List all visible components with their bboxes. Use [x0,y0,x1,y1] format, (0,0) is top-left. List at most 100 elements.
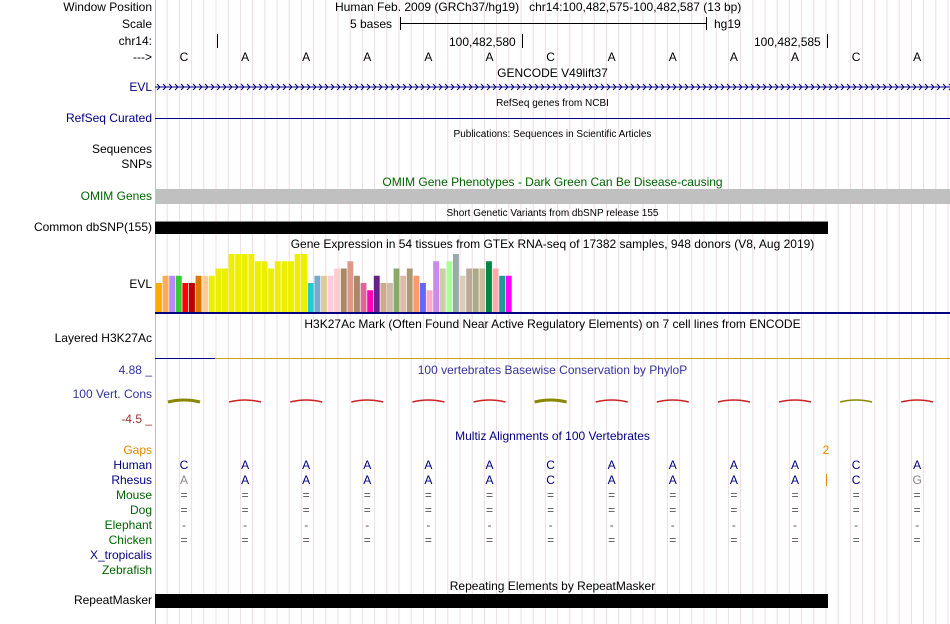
alignment-cell: A [302,458,311,472]
alignment-cell: - [915,518,920,532]
gtex-tissue-bar [446,261,453,312]
species-label[interactable]: Chicken [108,533,152,547]
strand-chevron [264,83,269,91]
gencode-track-title[interactable]: GENCODE V49lift37 [497,66,608,80]
gtex-tissue-bar [334,268,341,312]
window-position-label: Window Position [63,0,152,14]
strand-chevron [906,83,911,91]
strand-chevron [612,83,617,91]
repeatmasker-bar[interactable] [155,594,828,608]
position-readout[interactable]: chr14:100,482,575-100,482,587 (13 bp) [529,0,742,14]
alignment-cell: = [241,503,249,517]
ruler-tick [217,34,218,48]
phylop-min-label: -4.5 _ [121,412,152,426]
alignment-cell: = [424,503,432,517]
alignment-cell: = [852,488,860,502]
strand-chevron [834,83,839,91]
gtex-tissue-bar [182,283,189,312]
alignment-cell: A [302,473,311,487]
gtex-tissue-bar [301,254,308,312]
gencode-track-label[interactable]: EVL [129,80,152,94]
publications-label-sequences[interactable]: Sequences [91,142,152,156]
multiz-track-title[interactable]: Multiz Alignments of 100 Vertebrates [455,429,650,443]
strand-chevron [708,83,713,91]
phylop-mark [839,399,873,403]
strand-chevron [804,83,809,91]
gtex-tissue-bar [340,268,347,312]
base-letter: A [607,50,616,64]
multiz-gaps-label[interactable]: Gaps [123,443,152,457]
alignment-cell: A [668,458,677,472]
h3k27ac-signal-accent [215,358,950,359]
refseq-track-title[interactable]: RefSeq genes from NCBI [496,98,609,109]
alignment-cell: - [365,518,370,532]
dbsnp-bar[interactable] [155,221,828,234]
alignment-cell: = [241,488,249,502]
strand-chevron [816,83,821,91]
alignment-cell: = [180,488,188,502]
h3k27ac-track-label[interactable]: Layered H3K27Ac [54,331,152,345]
species-label[interactable]: Dog [129,503,152,517]
publications-label-snps[interactable]: SNPs [121,157,152,171]
evl-gene-model[interactable] [155,81,950,93]
alignment-cell: A [668,473,677,487]
strand-chevron [306,83,311,91]
omim-track-label[interactable]: OMIM Genes [80,189,152,203]
strand-chevron [288,83,293,91]
alignment-cell: = [241,533,249,547]
omim-bar[interactable] [155,189,950,204]
gtex-track-label[interactable]: EVL [129,277,152,291]
gtex-tissue-bar [321,275,327,312]
publications-track-title[interactable]: Publications: Sequences in Scientific Ar… [453,129,652,140]
gtex-track-title[interactable]: Gene Expression in 54 tissues from GTEx … [290,237,815,251]
species-label[interactable]: Elephant [104,518,152,532]
omim-track-title[interactable]: OMIM Gene Phenotypes - Dark Green Can Be… [382,175,723,189]
species-label[interactable]: Human [113,458,152,472]
repeatmasker-track-label[interactable]: RepeatMasker [73,593,152,607]
strand-chevron [618,83,623,91]
refseq-gene-line[interactable] [155,118,950,119]
strand-chevron [606,83,611,91]
alignment-cell: - [793,518,797,532]
alignment-cell: A [241,473,250,487]
strand-chevron [474,83,479,91]
alignment-cell: A [424,458,433,472]
strand-chevron [192,83,197,91]
strand-chevron [210,83,215,91]
repeatmasker-track-title[interactable]: Repeating Elements by RepeatMasker [449,579,656,593]
alignment-cell: A [485,473,494,487]
rhesus-gap-marker [826,474,827,486]
strand-chevron [294,83,299,91]
gtex-tissue-bar [406,268,413,312]
strand-chevron [762,83,767,91]
refseq-track-label[interactable]: RefSeq Curated [65,111,152,125]
phylop-track-title[interactable]: 100 vertebrates Basewise Conservation by… [417,363,688,377]
phylop-mark [167,398,201,404]
strand-chevron [468,83,473,91]
alignment-cell: = [485,533,494,547]
dbsnp-track-title[interactable]: Short Genetic Variants from dbSNP releas… [446,208,659,219]
species-label[interactable]: Rhesus [111,473,152,487]
h3k27ac-track-title[interactable]: H3K27Ac Mark (Often Found Near Active Re… [304,317,801,331]
scale-db: hg19 [714,17,741,31]
species-label[interactable]: Zebrafish [101,563,152,577]
phylop-logo[interactable] [155,396,950,416]
strand-chevron [654,83,659,91]
strand-chevron [642,83,647,91]
strand-chevron [348,83,353,91]
species-label[interactable]: Mouse [115,488,152,502]
alignment-cell: - [670,518,675,532]
base-letter: A [913,50,922,64]
gtex-bar-chart[interactable] [155,252,555,312]
base-letter: A [729,50,738,64]
dbsnp-track-label[interactable]: Common dbSNP(155) [33,220,152,234]
phylop-max-label: 4.88 _ [118,363,152,377]
strand-chevron [186,83,191,91]
strand-chevron [312,83,317,91]
alignment-cell: - [243,518,248,532]
phylop-track-label[interactable]: 100 Vert. Cons [72,387,152,401]
strand-chevron [894,83,899,91]
gtex-tissue-bar [360,283,367,312]
strand-chevron [354,83,359,91]
species-label[interactable]: X_tropicalis [89,548,152,562]
